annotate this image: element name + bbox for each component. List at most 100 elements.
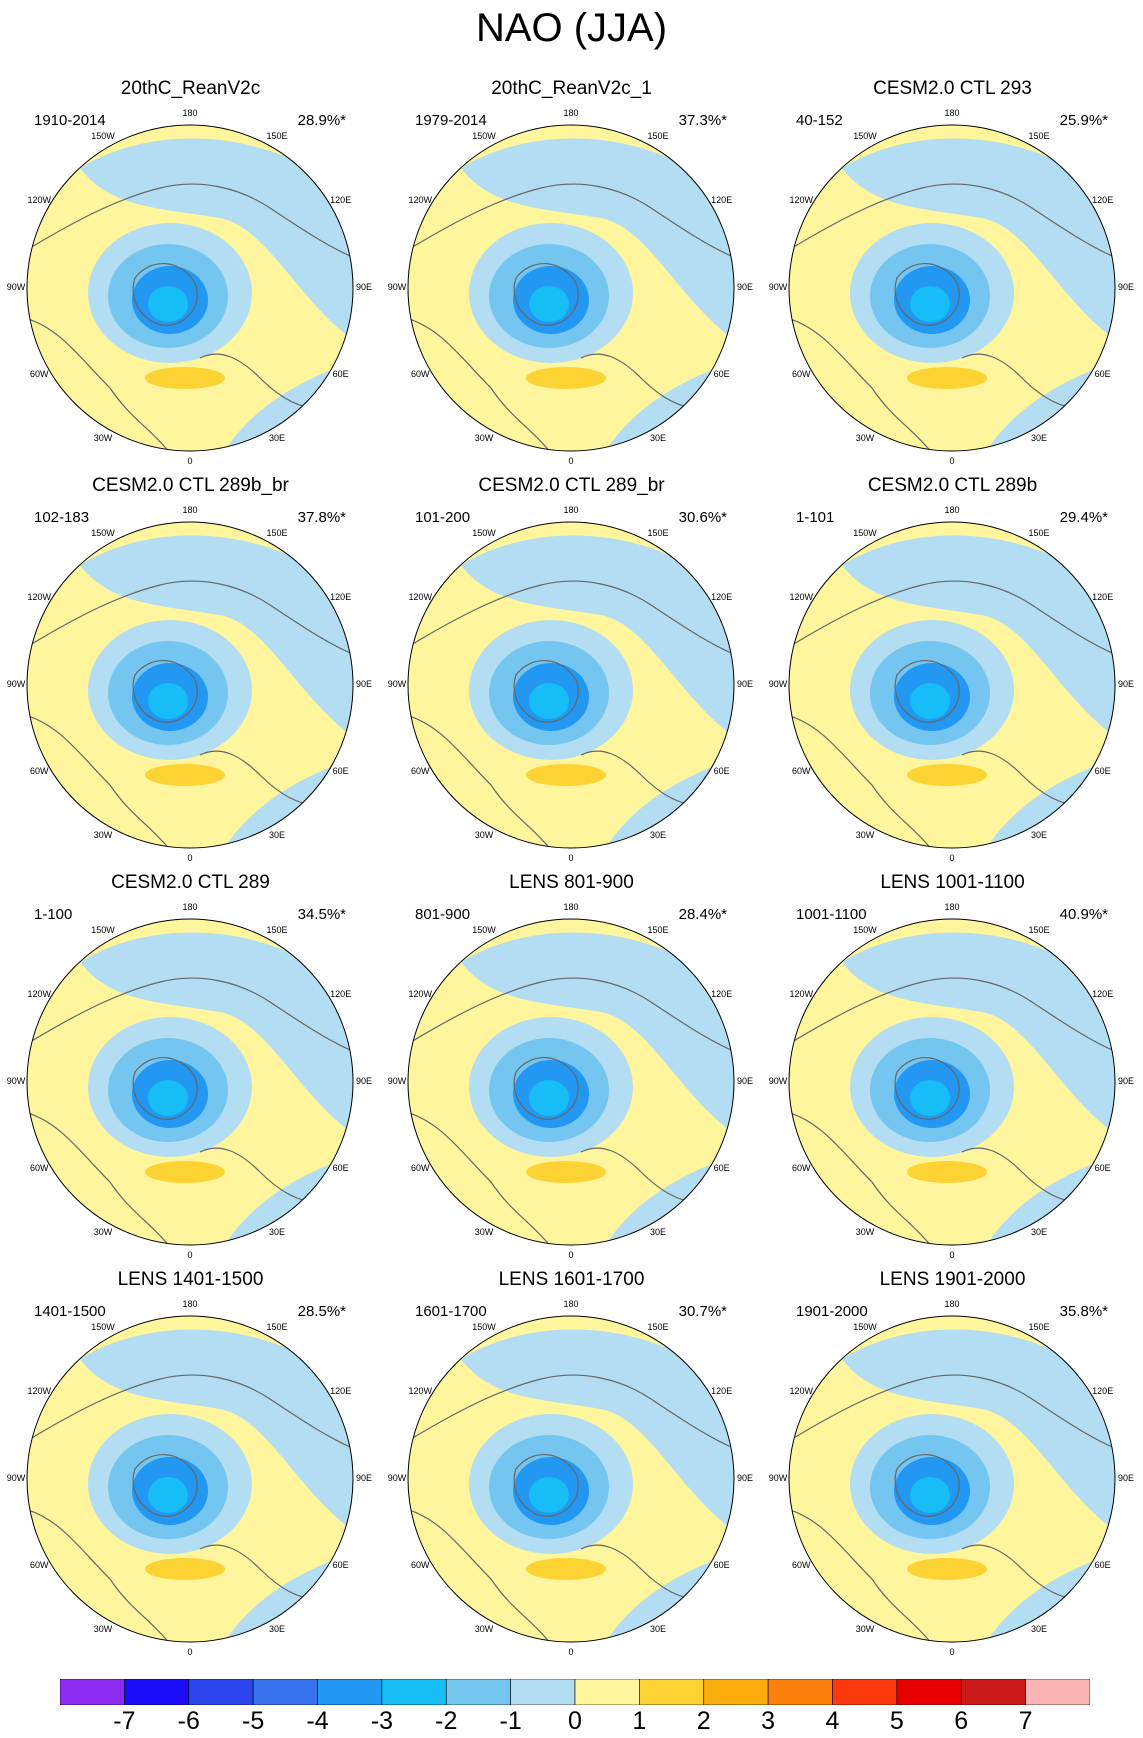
coastline [408,1111,552,1245]
panel-title: LENS 1601-1700 [498,1269,645,1290]
coastline [132,660,198,723]
longitude-label: 60E [713,766,730,776]
coastline [27,714,171,848]
longitude-label: 0 [568,456,574,466]
longitude-label: 150W [91,925,115,936]
longitude-label: 30W [855,1623,875,1634]
longitude-label: 60W [30,1163,49,1173]
longitude-label: 150W [853,131,877,142]
longitude-label: 120W [789,195,814,205]
longitude-label: 60E [1094,766,1111,776]
map-panel: LENS 1601-1700 1601-1700 30.7%* 180 150E 120E… [381,1269,762,1669]
longitude-label: 90W [6,282,26,292]
longitude-label: 30E [1030,1623,1047,1634]
longitude-label: 0 [949,1647,955,1657]
longitude-label: 120E [711,989,733,999]
longitude-label: 60E [1094,369,1111,379]
coastline [894,263,960,326]
longitude-label: 120W [408,592,433,602]
longitude-label: 90W [387,1473,407,1483]
variance-label: 25.9%* [1059,112,1108,129]
longitude-label: 150W [472,1322,496,1333]
longitude-label: 60E [713,1560,730,1570]
longitude-label: 120W [789,592,814,602]
coastline [29,580,353,656]
longitude-label: 90E [1117,1076,1134,1086]
longitude-label: 150E [647,131,669,142]
panel-title: CESM2.0 CTL 289 [111,872,270,893]
longitude-label: 180 [944,902,960,912]
colorbar-swatch [381,1679,447,1705]
longitude-label: 150E [1028,528,1050,539]
variance-label: 30.6%* [678,509,727,526]
coastline [791,1374,1115,1450]
longitude-label: 30E [649,829,666,840]
atlantic-positive-anomaly [526,367,606,389]
colorbar-tick-label: -3 [370,1707,393,1735]
atlantic-positive-anomaly [145,1558,225,1580]
map-boundary [26,918,354,1246]
longitude-label: 120E [1092,592,1114,602]
longitude-label: 60E [332,1560,349,1570]
longitude-label: 30E [1030,829,1047,840]
coastline [410,977,734,1053]
map-boundary [407,1315,735,1643]
polar-map [26,521,354,849]
variance-label: 34.5%* [297,906,346,923]
colorbar-tick-label: 5 [889,1707,904,1735]
map-panel: CESM2.0 CTL 293 40-152 25.9%* 180 150E 120E 90… [762,78,1143,478]
longitude-label: 0 [187,853,193,863]
longitude-label: 60W [30,1560,49,1570]
longitude-label: 90W [387,1076,407,1086]
map-boundary [788,1315,1116,1643]
longitude-label: 30W [93,432,113,443]
longitude-label: 120E [711,592,733,602]
atlantic-positive-anomaly [907,367,987,389]
coastline [513,660,579,723]
longitude-label: 30W [855,829,875,840]
polar-map [407,124,735,452]
coastline [29,183,353,259]
variance-label: 28.5%* [297,1303,346,1320]
colorbar-swatch [60,1679,125,1705]
colorbar [60,1679,1090,1705]
longitude-label: 90E [736,1473,753,1483]
atlantic-positive-anomaly [907,1161,987,1183]
polar-map [407,918,735,1246]
longitude-label: 120E [1092,1386,1114,1396]
longitude-label: 60E [332,766,349,776]
longitude-label: 60W [411,1163,430,1173]
colorbar-tick-label: 1 [632,1707,647,1735]
longitude-label: 30W [93,1226,113,1237]
panel-title: LENS 1901-2000 [879,1269,1026,1290]
polar-map [26,1315,354,1643]
longitude-label: 150W [91,528,115,539]
coastline [789,317,933,451]
longitude-label: 120W [408,195,433,205]
variance-label: 28.9%* [297,112,346,129]
coastline [513,263,579,326]
period-label: 1-100 [34,906,73,923]
atlantic-positive-anomaly [145,367,225,389]
longitude-label: 0 [568,1250,574,1260]
longitude-label: 30W [474,1226,494,1237]
map-boundary [26,124,354,452]
panel-title: CESM2.0 CTL 289b [867,475,1038,496]
longitude-label: 90E [1117,1473,1134,1483]
coastline [410,183,734,259]
map-boundary [26,521,354,849]
panel-title: 20thC_ReanV2c_1 [491,78,652,99]
longitude-label: 120E [330,1386,352,1396]
arctic-anomaly-core [529,683,569,719]
longitude-label: 60E [332,369,349,379]
map-boundary [788,918,1116,1246]
coastline [132,1057,198,1120]
colorbar-swatch [188,1679,254,1705]
coastline [894,1454,960,1517]
longitude-label: 30W [474,1623,494,1634]
arctic-anomaly-core [148,1477,188,1513]
longitude-label: 30W [474,432,494,443]
longitude-label: 90E [355,1076,372,1086]
map-panel: LENS 1901-2000 1901-2000 35.8%* 180 150E 120E… [762,1269,1143,1669]
longitude-label: 60W [30,369,49,379]
